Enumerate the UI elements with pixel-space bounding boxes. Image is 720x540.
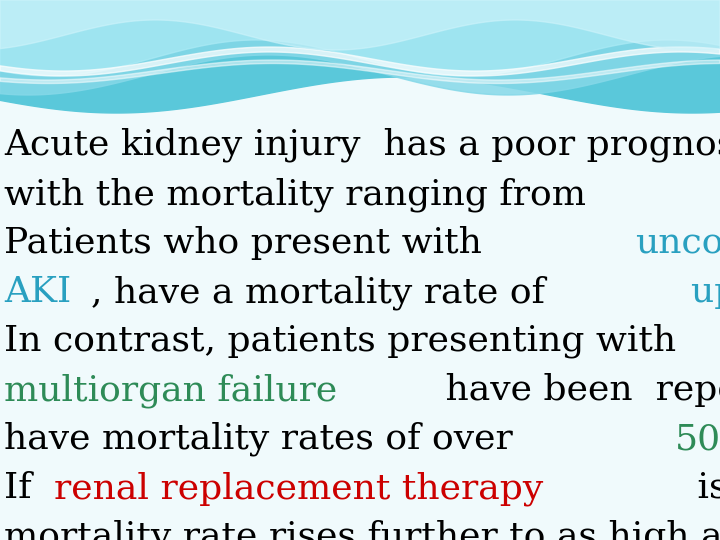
Text: have mortality rates of over: have mortality rates of over	[4, 422, 524, 456]
Text: renal replacement therapy: renal replacement therapy	[55, 471, 544, 505]
Text: mortality rate rises further to as high as: mortality rate rises further to as high …	[4, 520, 720, 540]
Text: Patients who present with: Patients who present with	[4, 226, 493, 260]
Text: is required the: is required the	[685, 471, 720, 505]
Text: multiorgan failure: multiorgan failure	[4, 373, 337, 408]
Text: have been  reported to: have been reported to	[434, 373, 720, 407]
Text: 50%: 50%	[675, 422, 720, 456]
Text: AKI: AKI	[4, 275, 71, 309]
Text: In contrast, patients presenting with: In contrast, patients presenting with	[4, 324, 688, 359]
Text: , have a mortality rate of: , have a mortality rate of	[91, 275, 557, 309]
Text: uncomplicated: uncomplicated	[636, 226, 720, 260]
Text: with the mortality ranging from: with the mortality ranging from	[4, 177, 598, 212]
Text: up to 10%.: up to 10%.	[691, 275, 720, 309]
Text: Acute kidney injury  has a poor prognosis: Acute kidney injury has a poor prognosis	[4, 128, 720, 163]
Text: If: If	[4, 471, 43, 505]
